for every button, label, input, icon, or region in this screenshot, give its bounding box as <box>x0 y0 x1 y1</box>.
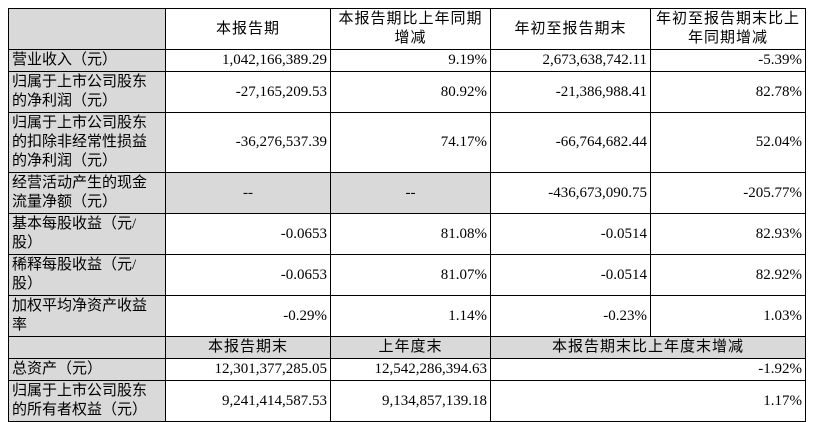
header2-blank-cell <box>8 336 166 359</box>
cell-value: 9,241,414,587.53 <box>165 380 331 422</box>
header-current-period: 本报告期 <box>165 8 331 50</box>
cell-value: 9.19% <box>330 49 491 72</box>
cell-value: 80.92% <box>330 71 491 113</box>
row-label-total-assets: 总资产（元） <box>8 358 166 381</box>
cell-value: 81.07% <box>330 254 491 296</box>
header-period-end: 本报告期末 <box>165 336 331 359</box>
cell-value: 81.08% <box>330 213 491 255</box>
cell-value: -205.77% <box>650 172 806 214</box>
row-label-revenue: 营业收入（元） <box>8 49 166 72</box>
table-row-equity: 归属于上市公司股东 的所有者权益（元） 9,241,414,587.53 9,1… <box>8 380 806 422</box>
cell-value: 12,542,286,394.63 <box>330 358 491 381</box>
cell-value: 2,673,638,742.11 <box>490 49 651 72</box>
table-row-operating-cash-flow: 经营活动产生的现金 流量净额（元） -- -- -436,673,090.75 … <box>8 172 806 214</box>
table-row-total-assets: 总资产（元） 12,301,377,285.05 12,542,286,394.… <box>8 358 806 381</box>
table-row-net-profit: 归属于上市公司股东 的净利润（元） -27,165,209.53 80.92% … <box>8 71 806 113</box>
table-row-revenue: 营业收入（元） 1,042,166,389.29 9.19% 2,673,638… <box>8 49 806 72</box>
cell-value: -21,386,988.41 <box>490 71 651 113</box>
row-label-basic-eps: 基本每股收益（元/ 股） <box>8 213 166 255</box>
header-blank-cell <box>8 8 166 50</box>
cell-value: -27,165,209.53 <box>165 71 331 113</box>
cell-value: 1.17% <box>490 380 806 422</box>
cell-value: 82.92% <box>650 254 806 296</box>
header-current-period-yoy: 本报告期比上年同期 增减 <box>330 8 491 50</box>
cell-value: -0.23% <box>490 295 651 337</box>
cell-value: 52.04% <box>650 112 806 173</box>
cell-value: -66,764,682.44 <box>490 112 651 173</box>
row-label-diluted-eps: 稀释每股收益（元/ 股） <box>8 254 166 296</box>
table-row-basic-eps: 基本每股收益（元/ 股） -0.0653 81.08% -0.0514 82.9… <box>8 213 806 255</box>
header-row-period: 本报告期 本报告期比上年同期 增减 年初至报告期末 年初至报告期末比上 年同期增… <box>8 8 806 50</box>
row-label-deducted-net-profit: 归属于上市公司股东 的扣除非经常性损益 的净利润（元） <box>8 112 166 173</box>
row-label-weighted-roe: 加权平均净资产收益 率 <box>8 295 166 337</box>
cell-value: 9,134,857,139.18 <box>330 380 491 422</box>
cell-value: 12,301,377,285.05 <box>165 358 331 381</box>
table-row-deducted-net-profit: 归属于上市公司股东 的扣除非经常性损益 的净利润（元） -36,276,537.… <box>8 112 806 173</box>
row-label-net-profit: 归属于上市公司股东 的净利润（元） <box>8 71 166 113</box>
header-prior-year-end: 上年度末 <box>330 336 491 359</box>
row-label-equity: 归属于上市公司股东 的所有者权益（元） <box>8 380 166 422</box>
cell-value: -0.0653 <box>165 213 331 255</box>
cell-value: -0.0653 <box>165 254 331 296</box>
cell-value: -1.92% <box>490 358 806 381</box>
cell-value: -- <box>330 172 491 214</box>
cell-value: -- <box>165 172 331 214</box>
cell-value: -436,673,090.75 <box>490 172 651 214</box>
cell-value: -36,276,537.39 <box>165 112 331 173</box>
table-row-diluted-eps: 稀释每股收益（元/ 股） -0.0653 81.07% -0.0514 82.9… <box>8 254 806 296</box>
header-period-end-change: 本报告期末比上年度末增减 <box>490 336 806 359</box>
cell-value: 1.14% <box>330 295 491 337</box>
financial-report-page: 本报告期 本报告期比上年同期 增减 年初至报告期末 年初至报告期末比上 年同期增… <box>8 8 806 422</box>
financial-summary-table: 本报告期 本报告期比上年同期 增减 年初至报告期末 年初至报告期末比上 年同期增… <box>8 8 806 422</box>
header-ytd: 年初至报告期末 <box>490 8 651 50</box>
cell-value: -0.0514 <box>490 213 651 255</box>
cell-value: 82.78% <box>650 71 806 113</box>
cell-value: -0.29% <box>165 295 331 337</box>
cell-value: 82.93% <box>650 213 806 255</box>
cell-value: -0.0514 <box>490 254 651 296</box>
cell-value: -5.39% <box>650 49 806 72</box>
row-label-operating-cash-flow: 经营活动产生的现金 流量净额（元） <box>8 172 166 214</box>
cell-value: 1.03% <box>650 295 806 337</box>
header-row-period-end: 本报告期末 上年度末 本报告期末比上年度末增减 <box>8 336 806 359</box>
cell-value: 1,042,166,389.29 <box>165 49 331 72</box>
table-row-weighted-roe: 加权平均净资产收益 率 -0.29% 1.14% -0.23% 1.03% <box>8 295 806 337</box>
cell-value: 74.17% <box>330 112 491 173</box>
header-ytd-yoy: 年初至报告期末比上 年同期增减 <box>650 8 806 50</box>
